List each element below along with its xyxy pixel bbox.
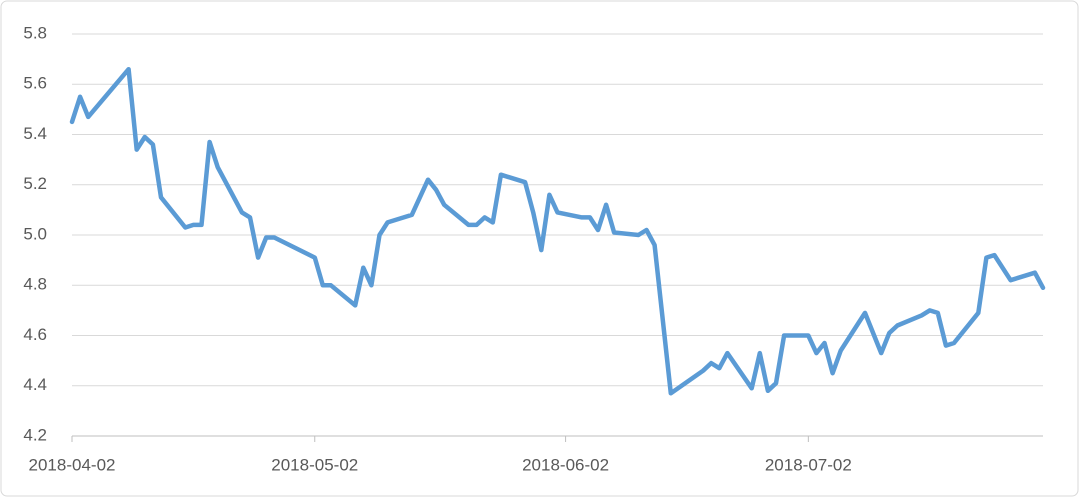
y-tick-label: 5.2 <box>23 174 47 193</box>
x-tick-label: 2018-06-02 <box>522 455 609 474</box>
y-tick-label: 4.6 <box>23 325 47 344</box>
y-tick-label: 4.4 <box>23 375 47 394</box>
x-tick-label: 2018-04-02 <box>29 455 116 474</box>
y-tick-label: 4.2 <box>23 425 47 444</box>
y-tick-label: 5.4 <box>23 124 47 143</box>
y-tick-label: 5.0 <box>23 224 47 243</box>
y-tick-label: 5.6 <box>23 74 47 93</box>
y-tick-label: 5.8 <box>23 23 47 42</box>
line-series <box>69 66 1046 396</box>
x-tick-label: 2018-07-02 <box>765 455 852 474</box>
x-tick-label: 2018-05-02 <box>271 455 358 474</box>
y-tick-label: 4.8 <box>23 275 47 294</box>
